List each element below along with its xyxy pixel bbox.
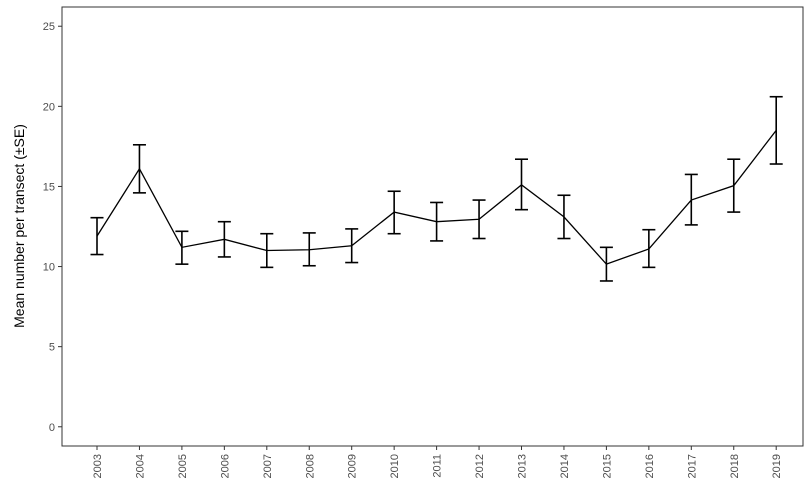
error-bar xyxy=(769,95,783,165)
x-tick-label: 2006 xyxy=(219,454,231,478)
x-tick-label: 2011 xyxy=(432,454,444,478)
x-tick-label: 2008 xyxy=(304,454,316,478)
x-tick-label: 2007 xyxy=(262,454,274,478)
x-tick-label: 2015 xyxy=(601,454,613,478)
y-tick-label: 15 xyxy=(43,181,55,193)
series-line xyxy=(96,129,777,265)
y-tick-label: 5 xyxy=(49,342,55,354)
y-tick-label: 10 xyxy=(43,262,55,274)
x-axis: 2003 2004 2005 2006 2007 2008 2009 2010 2011 2012… xyxy=(92,446,783,478)
x-tick-label: 2009 xyxy=(347,454,359,478)
y-tick-label: 0 xyxy=(49,422,55,434)
y-tick-label: 20 xyxy=(43,101,55,113)
x-tick-label: 2010 xyxy=(389,454,401,478)
x-tick-label: 2018 xyxy=(729,454,741,478)
x-tick-label: 2017 xyxy=(686,454,698,478)
x-tick-label: 2005 xyxy=(177,454,189,478)
x-tick-label: 2014 xyxy=(559,454,571,478)
y-axis: 0 5 10 15 20 25 xyxy=(43,21,62,434)
y-tick-label: 25 xyxy=(43,21,55,33)
x-tick-label: 2003 xyxy=(92,454,104,478)
x-tick-label: 2004 xyxy=(134,454,146,478)
plot-panel xyxy=(61,6,804,447)
x-tick-label: 2013 xyxy=(517,454,529,478)
y-axis-title: Mean number per transect (±SE) xyxy=(11,124,27,328)
x-tick-label: 2012 xyxy=(474,454,486,478)
x-tick-label: 2016 xyxy=(644,454,656,478)
error-bar xyxy=(90,216,104,256)
x-tick-label: 2019 xyxy=(771,454,783,478)
